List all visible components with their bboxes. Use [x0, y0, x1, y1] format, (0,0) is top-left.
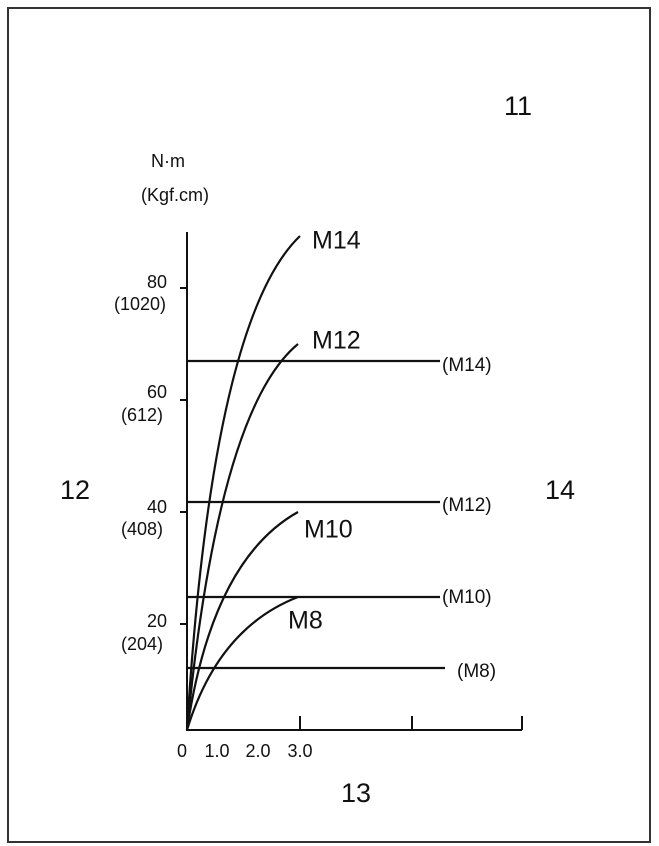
- y-tick-label: 20: [147, 611, 167, 631]
- curve: [185, 343, 299, 731]
- frame: [7, 7, 651, 843]
- limit-lines: [187, 359, 445, 670]
- y-tick-alt-label: (204): [121, 634, 163, 654]
- curve: [185, 511, 299, 731]
- y-unit: N·m: [151, 151, 185, 171]
- curve-label: M8: [288, 607, 323, 635]
- tick-marks: [180, 287, 523, 730]
- x-tick-label: 1.0: [204, 741, 229, 761]
- curve-label: M10: [304, 516, 353, 544]
- y-alt-unit: (Kgf.cm): [141, 185, 209, 205]
- curve-label: M12: [312, 327, 361, 355]
- y-tick-label: 60: [147, 382, 167, 402]
- limit-label: (M14): [442, 355, 492, 376]
- y-tick-alt-label: (408): [121, 519, 163, 539]
- x-tick-label: 2.0: [245, 741, 270, 761]
- y-tick-label: 80: [147, 272, 167, 292]
- curve: [185, 235, 301, 731]
- y-tick-alt-label: (1020): [114, 294, 166, 314]
- callout: 13: [341, 778, 371, 808]
- y-tick-label: 40: [147, 497, 167, 517]
- limit-label: (M8): [457, 661, 496, 682]
- x-tick-label: 0: [177, 741, 187, 761]
- y-tick-alt-label: (612): [121, 405, 163, 425]
- curve-label: M14: [312, 227, 361, 255]
- callout: 11: [504, 91, 532, 121]
- axes: [186, 232, 522, 731]
- limit-label: (M12): [442, 495, 492, 516]
- callout: 12: [60, 475, 90, 505]
- x-tick-label: 3.0: [287, 741, 312, 761]
- callout: 14: [545, 475, 575, 505]
- limit-label: (M10): [442, 587, 492, 608]
- curve: [185, 595, 299, 731]
